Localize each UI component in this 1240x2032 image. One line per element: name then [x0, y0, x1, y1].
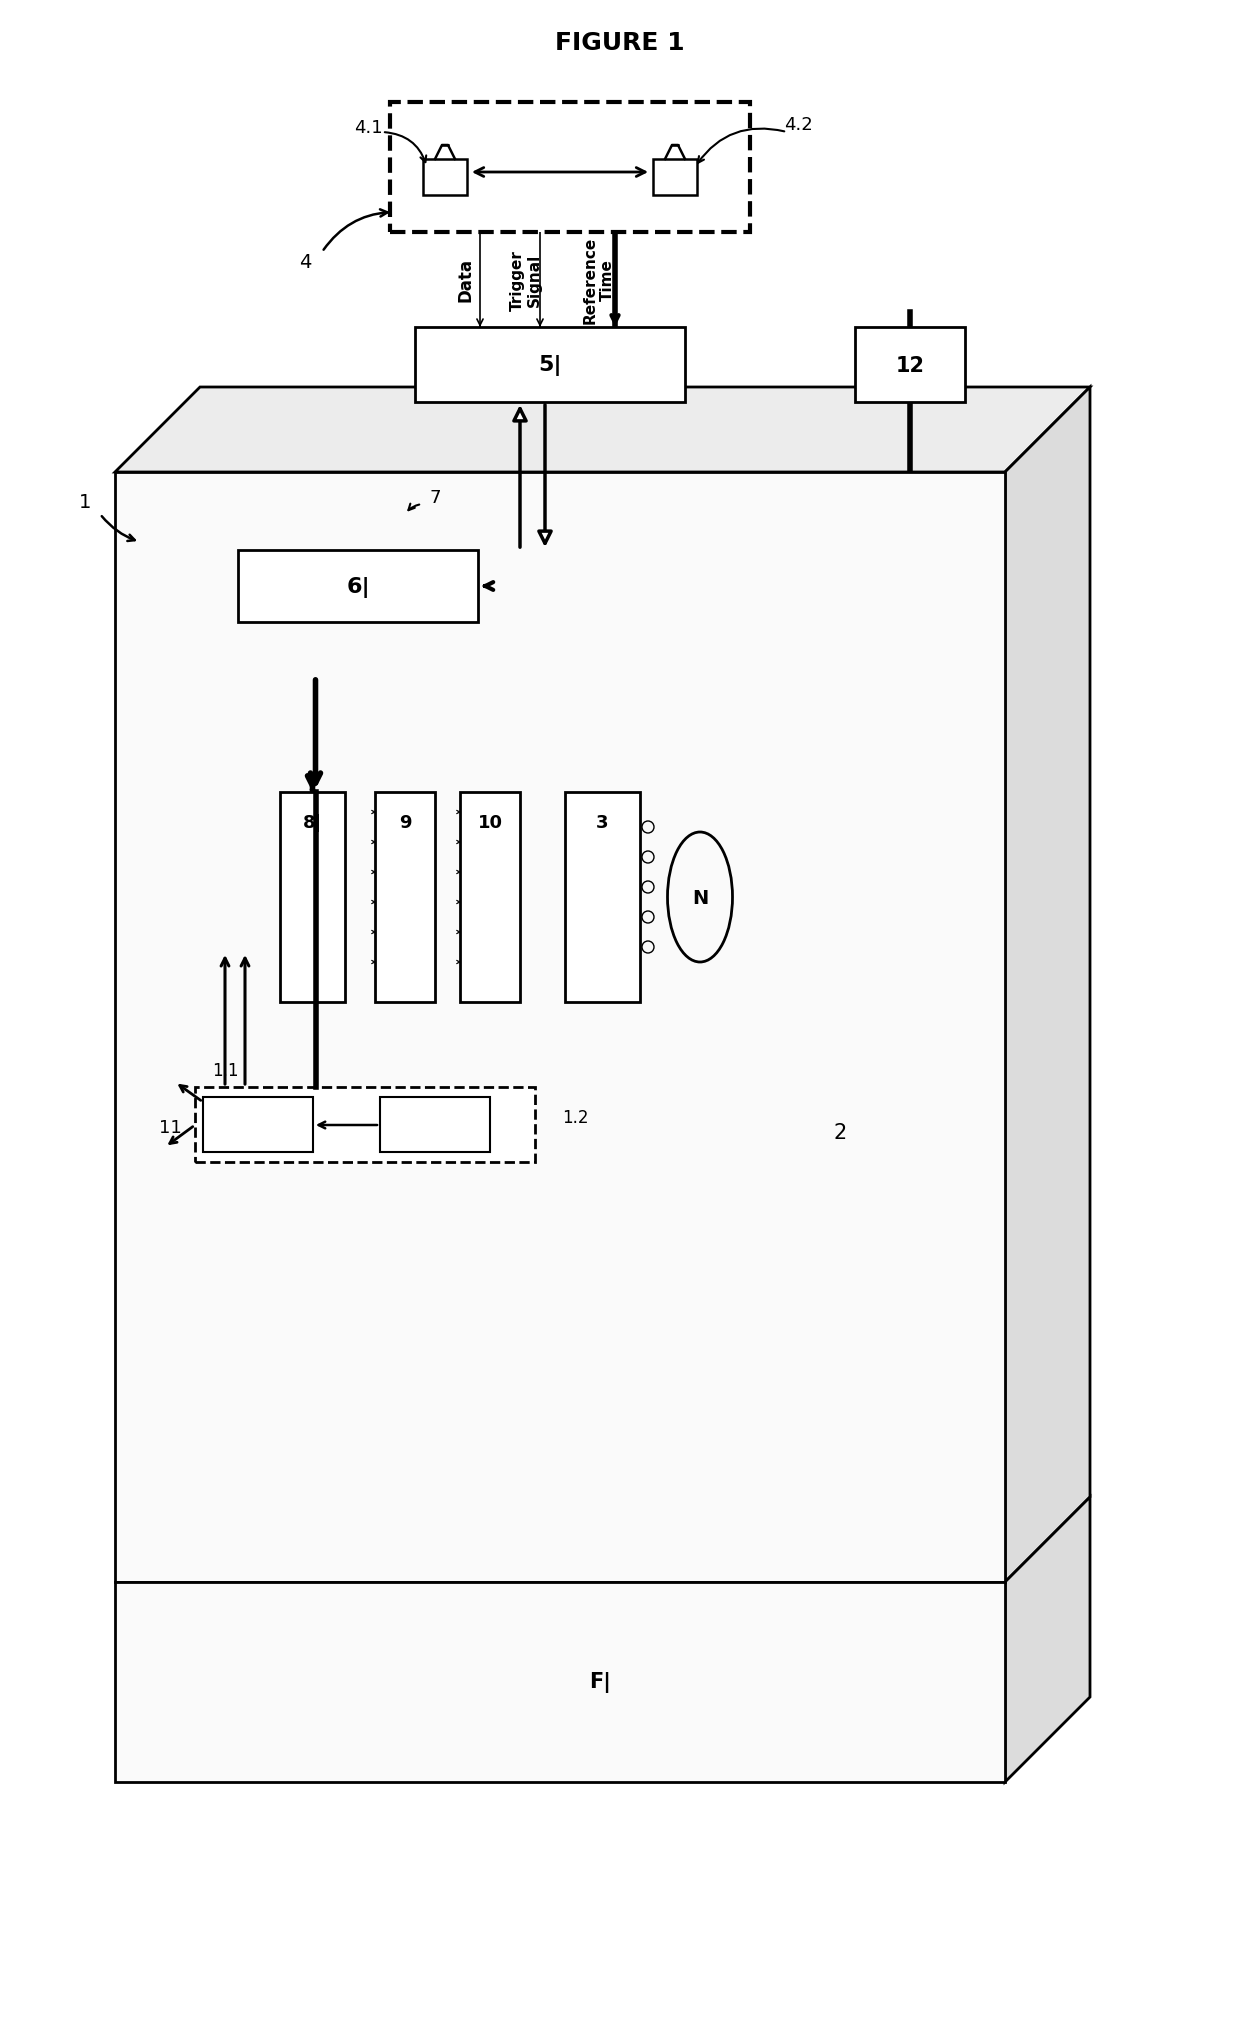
Text: 4.2: 4.2 — [784, 116, 812, 134]
Bar — [195, 1087, 534, 1162]
Text: 9: 9 — [399, 813, 412, 831]
Text: F|: F| — [589, 1672, 611, 1693]
Bar — [203, 1097, 312, 1152]
Text: 7: 7 — [429, 490, 440, 506]
Text: 12: 12 — [895, 356, 925, 376]
Text: 10: 10 — [477, 813, 502, 831]
Bar — [280, 792, 345, 1002]
Bar — [856, 327, 965, 402]
Bar — [415, 327, 684, 402]
Text: 3: 3 — [596, 813, 609, 831]
Text: 1: 1 — [79, 494, 92, 512]
Bar — [379, 1097, 490, 1152]
Polygon shape — [1004, 1498, 1090, 1782]
Bar — [238, 551, 477, 622]
Text: N: N — [692, 888, 708, 906]
Bar — [460, 792, 520, 1002]
Bar — [565, 792, 640, 1002]
Bar — [115, 473, 1004, 1583]
Polygon shape — [1004, 388, 1090, 1583]
Bar — [374, 792, 435, 1002]
Text: FIGURE 1: FIGURE 1 — [556, 30, 684, 55]
Text: 8|: 8| — [303, 813, 322, 831]
Text: 4.1: 4.1 — [353, 120, 382, 136]
Text: 11: 11 — [159, 1118, 181, 1136]
Text: 1.1: 1.1 — [212, 1061, 238, 1079]
Polygon shape — [115, 388, 1090, 473]
Text: Data: Data — [458, 258, 475, 303]
Bar — [423, 161, 467, 195]
Text: Trigger
Signal: Trigger Signal — [510, 250, 542, 311]
Text: 2: 2 — [833, 1122, 847, 1142]
Bar — [653, 161, 697, 195]
Bar — [391, 104, 750, 234]
Bar — [115, 1583, 1004, 1782]
Text: 1.2: 1.2 — [562, 1107, 588, 1126]
Text: 6|: 6| — [346, 577, 370, 597]
Text: 4: 4 — [299, 254, 311, 272]
Text: Reference
Time: Reference Time — [583, 238, 615, 323]
Text: 5|: 5| — [538, 356, 562, 376]
